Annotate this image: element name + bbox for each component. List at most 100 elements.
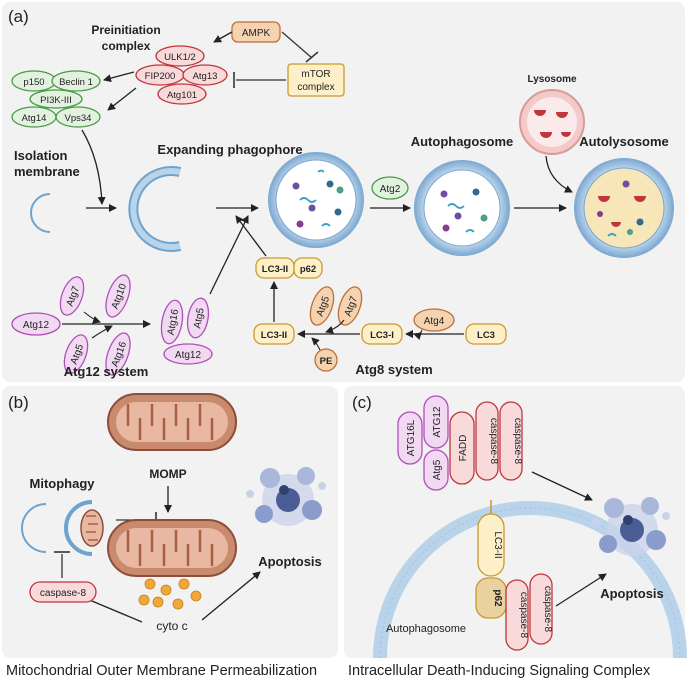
atg16l-label: ATG16L bbox=[406, 419, 417, 456]
p62-node-top bbox=[293, 257, 323, 279]
atg4-label: Atg4 bbox=[424, 316, 445, 327]
vps34-label: Vps34 bbox=[65, 113, 92, 124]
caspase8-node-c4 bbox=[529, 573, 553, 645]
caspase8-label-c1: caspase-8 bbox=[488, 418, 499, 465]
pi3k-to-membrane-arrow bbox=[81, 129, 106, 205]
apoptosis-label-b: Apoptosis bbox=[258, 554, 322, 569]
apoptotic-cell-b bbox=[246, 467, 326, 526]
atg10-node: Atg10 bbox=[105, 274, 131, 318]
lysosome-title: Lysosome bbox=[527, 74, 577, 85]
preinit-title-1: Preinitiation bbox=[91, 23, 160, 37]
cyto-c-label: cyto c bbox=[156, 619, 187, 633]
lysosome-enzymes bbox=[534, 110, 571, 138]
apoptotic-cell-c bbox=[592, 497, 670, 556]
atg5-label-c-panel: Atg5 bbox=[432, 459, 443, 480]
ampk-activates-ulk bbox=[213, 31, 233, 43]
lc3-label: LC3 bbox=[477, 330, 495, 341]
panel-c-footer: Intracellular Death-Inducing Signaling C… bbox=[348, 663, 651, 679]
closing-vesicle-cargo bbox=[292, 169, 344, 228]
pe-node bbox=[314, 348, 338, 372]
mitophagy-membrane-1 bbox=[21, 503, 47, 553]
atg7-node-a: Atg7 bbox=[59, 276, 85, 316]
beclin-node bbox=[51, 70, 101, 92]
fadd-node bbox=[449, 411, 475, 485]
atg7-atg5-helper-arrow bbox=[325, 319, 345, 334]
lc3i-node bbox=[361, 323, 403, 345]
lysosome-to-autolysosome-arrow bbox=[545, 155, 573, 193]
caspase8-label-c4: caspase-8 bbox=[542, 586, 553, 633]
atg5-node-a: Atg5 bbox=[63, 334, 89, 374]
atg7-helper-arrow bbox=[83, 311, 101, 324]
autolysosome-cargo bbox=[597, 180, 646, 237]
atg8-system-title: Atg8 system bbox=[355, 362, 432, 377]
mtor-label-2: complex bbox=[297, 82, 334, 93]
atg2-node bbox=[371, 176, 409, 200]
lysosome-lumen bbox=[527, 97, 577, 147]
isolation-membrane-shape bbox=[30, 193, 51, 233]
preinit-title-2: complex bbox=[102, 39, 151, 53]
mitochondrion-top bbox=[107, 393, 237, 451]
mitophagy-title: Mitophagy bbox=[30, 476, 96, 491]
momp-label: MOMP bbox=[149, 467, 186, 481]
ulk-node bbox=[155, 45, 205, 67]
ulk-to-pi3k-arrow-2 bbox=[107, 87, 137, 111]
panel-b-label: (b) bbox=[8, 393, 29, 412]
ulk-to-pi3k-arrow-1 bbox=[103, 71, 135, 83]
atg12-label-b: Atg12 bbox=[175, 350, 202, 361]
mitophagy-mitochondrion bbox=[80, 509, 104, 547]
lc3ii-to-phagophore-arrow bbox=[235, 215, 267, 257]
lc3ii-node bbox=[253, 323, 295, 345]
atg12-label-c: ATG12 bbox=[432, 406, 443, 437]
lc3ii-label-top: LC3-II bbox=[262, 264, 288, 275]
p62-label-top: p62 bbox=[300, 264, 316, 275]
autolysosome-lumen bbox=[583, 167, 665, 249]
atg2-label: Atg2 bbox=[380, 184, 401, 195]
expanding-title: Expanding phagophore bbox=[157, 142, 302, 157]
caspase8-node-c1 bbox=[475, 401, 499, 481]
pe-helper-arrow bbox=[311, 337, 321, 351]
atg5-node-b: Atg5 bbox=[186, 297, 210, 339]
mitochondrion-bottom bbox=[107, 519, 237, 577]
caspase8-label-c2: caspase-8 bbox=[512, 418, 523, 465]
p150-label: p150 bbox=[23, 77, 44, 88]
atg101-label: Atg101 bbox=[167, 90, 197, 101]
vps34-node bbox=[55, 106, 101, 128]
pe-label: PE bbox=[320, 356, 333, 367]
pi3k-node bbox=[29, 89, 83, 109]
caspase8-label-b: caspase-8 bbox=[40, 588, 87, 599]
panel-b-footer: Mitochondrial Outer Membrane Permeabiliz… bbox=[6, 663, 318, 679]
atg13-node bbox=[182, 64, 228, 86]
isolation-title-2: membrane bbox=[14, 164, 80, 179]
cytoc-to-apoptosis-arrow bbox=[201, 571, 261, 621]
atg16-node-a: Atg16 bbox=[105, 332, 131, 376]
atg16l-node bbox=[397, 411, 423, 465]
phagophore-inner bbox=[130, 168, 181, 250]
caspase8-label-c3: caspase-8 bbox=[518, 592, 529, 639]
ampk-inhibit-bar bbox=[305, 51, 319, 63]
atg4-node bbox=[413, 308, 455, 332]
fip200-label: FIP200 bbox=[145, 71, 176, 82]
atg16-label-b: Atg16 bbox=[166, 308, 181, 336]
isolation-title-1: Isolation bbox=[14, 148, 68, 163]
atg16-node-b: Atg16 bbox=[160, 299, 184, 345]
atg12-complex-to-phagophore-arrow bbox=[209, 215, 249, 295]
beclin-label: Beclin 1 bbox=[59, 77, 93, 88]
disc-to-apoptosis-arrow bbox=[531, 471, 593, 501]
ulk-label: ULK1/2 bbox=[164, 52, 196, 63]
atg13-label: Atg13 bbox=[193, 71, 218, 82]
autophagosome-membrane-c-texture bbox=[379, 507, 681, 659]
pi3k-label: PI3K-III bbox=[40, 95, 72, 106]
caspase8-node-c2 bbox=[499, 401, 523, 481]
atg5-label-b: Atg5 bbox=[192, 307, 206, 330]
autolysosome-title: Autolysosome bbox=[579, 134, 669, 149]
atg4-helper-arrow bbox=[413, 329, 423, 341]
complex-to-apoptosis-arrow bbox=[555, 573, 607, 607]
ampk-inhibits-mtor bbox=[281, 31, 313, 59]
lc3ii-label-c: LC3-II bbox=[492, 531, 503, 558]
autophagosome-cargo bbox=[440, 188, 488, 233]
lc3i-label: LC3-I bbox=[370, 330, 394, 341]
atg12-node bbox=[11, 312, 61, 336]
atg7-node-c: Atg7 bbox=[337, 286, 363, 326]
mtor-label-1: mTOR bbox=[301, 69, 330, 80]
